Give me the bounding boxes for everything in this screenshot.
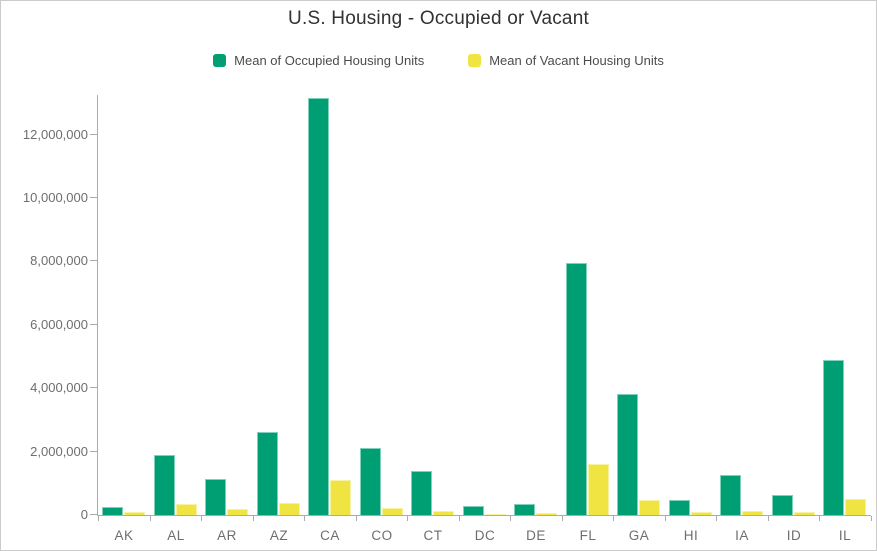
- bar-vacant-DC[interactable]: [485, 514, 506, 515]
- chart-title: U.S. Housing - Occupied or Vacant: [288, 8, 589, 29]
- y-axis-tick: [90, 324, 98, 325]
- x-axis-label-IL: IL: [838, 528, 852, 543]
- bar-occupied-GA[interactable]: [617, 394, 638, 515]
- bar-vacant-AR[interactable]: [227, 509, 248, 515]
- y-axis-tick: [90, 387, 98, 388]
- x-axis-label-GA: GA: [628, 528, 650, 543]
- x-axis-tick: [562, 516, 563, 521]
- x-axis-tick: [871, 516, 872, 521]
- bar-occupied-DE[interactable]: [514, 504, 535, 515]
- legend-label-vacant: Mean of Vacant Housing Units: [489, 53, 664, 68]
- x-axis-label-DE: DE: [526, 528, 546, 543]
- bar-occupied-CA[interactable]: [308, 98, 329, 515]
- bar-vacant-IL[interactable]: [845, 499, 866, 515]
- y-axis-tick-label: 12,000,000: [22, 127, 88, 142]
- x-axis-label-CO: CO: [371, 528, 393, 543]
- bar-vacant-CA[interactable]: [330, 480, 351, 515]
- x-axis-tick: [407, 516, 408, 521]
- x-axis-label-AR: AR: [217, 528, 237, 543]
- bar-occupied-CT[interactable]: [411, 471, 432, 515]
- bar-occupied-CO[interactable]: [360, 448, 381, 515]
- bar-vacant-AK[interactable]: [124, 512, 145, 515]
- legend-item-occupied[interactable]: Mean of Occupied Housing Units: [213, 53, 424, 68]
- x-axis-tick: [201, 516, 202, 521]
- y-axis-tick-label: 0: [80, 507, 88, 522]
- x-axis-tick: [459, 516, 460, 521]
- bar-vacant-DE[interactable]: [536, 513, 557, 515]
- x-axis-tick: [613, 516, 614, 521]
- x-axis-label-IA: IA: [735, 528, 749, 543]
- y-axis-tick: [90, 197, 98, 198]
- bar-vacant-CT[interactable]: [433, 511, 454, 515]
- y-axis-tick: [90, 451, 98, 452]
- legend-item-vacant[interactable]: Mean of Vacant Housing Units: [468, 53, 664, 68]
- bar-occupied-AZ[interactable]: [257, 432, 278, 515]
- bar-vacant-ID[interactable]: [794, 512, 815, 515]
- x-axis-label-AZ: AZ: [269, 528, 289, 543]
- bar-vacant-AZ[interactable]: [279, 503, 300, 515]
- plot-area: 0 2,000,000 4,000,000 6,000,000 8,000,000 10,…: [23, 95, 872, 543]
- bar-occupied-ID[interactable]: [772, 495, 793, 515]
- bar-occupied-DC[interactable]: [463, 506, 484, 515]
- x-axis-label-CA: CA: [320, 528, 340, 543]
- x-axis-tick: [253, 516, 254, 521]
- x-axis-tick: [304, 516, 305, 521]
- bar-occupied-AL[interactable]: [154, 455, 175, 515]
- y-axis-tick-label: 6,000,000: [30, 317, 88, 332]
- bar-occupied-IA[interactable]: [720, 475, 741, 515]
- bar-vacant-AL[interactable]: [176, 504, 197, 515]
- bar-vacant-HI[interactable]: [691, 512, 712, 515]
- bar-occupied-FL[interactable]: [566, 263, 587, 515]
- x-axis-tick: [768, 516, 769, 521]
- x-axis-label-HI: HI: [683, 528, 699, 543]
- y-axis-tick-label: 2,000,000: [30, 444, 88, 459]
- bar-occupied-HI[interactable]: [669, 500, 690, 515]
- x-axis-tick: [819, 516, 820, 521]
- x-axis-label-FL: FL: [579, 528, 597, 543]
- x-axis-label-AK: AK: [114, 528, 134, 543]
- occupied-swatch-icon: [213, 54, 227, 67]
- x-axis-tick: [665, 516, 666, 521]
- x-axis-label-DC: DC: [474, 528, 496, 543]
- bar-occupied-AR[interactable]: [205, 479, 226, 515]
- x-axis-tick: [356, 516, 357, 521]
- legend: Mean of Occupied Housing Units Mean of V…: [1, 53, 876, 68]
- y-axis-tick: [90, 260, 98, 261]
- bar-vacant-CO[interactable]: [382, 508, 403, 515]
- bar-vacant-GA[interactable]: [639, 500, 660, 515]
- y-axis-tick-label: 10,000,000: [22, 190, 88, 205]
- bar-vacant-IA[interactable]: [742, 511, 763, 515]
- y-axis-tick: [90, 514, 98, 515]
- x-axis-label-CT: CT: [423, 528, 443, 543]
- bar-occupied-AK[interactable]: [102, 507, 123, 515]
- y-axis-tick-label: 4,000,000: [30, 380, 88, 395]
- vacant-swatch-icon: [468, 54, 482, 67]
- x-axis-tick: [716, 516, 717, 521]
- x-axis-tick: [98, 516, 99, 521]
- bar-vacant-FL[interactable]: [588, 464, 609, 515]
- x-axis-tick: [150, 516, 151, 521]
- y-axis-tick-label: 8,000,000: [30, 253, 88, 268]
- legend-label-occupied: Mean of Occupied Housing Units: [234, 53, 425, 68]
- y-axis-tick: [90, 134, 98, 135]
- x-axis-label-ID: ID: [786, 528, 802, 543]
- x-axis-tick: [510, 516, 511, 521]
- x-axis-label-AL: AL: [167, 528, 185, 543]
- bar-occupied-IL[interactable]: [823, 360, 844, 515]
